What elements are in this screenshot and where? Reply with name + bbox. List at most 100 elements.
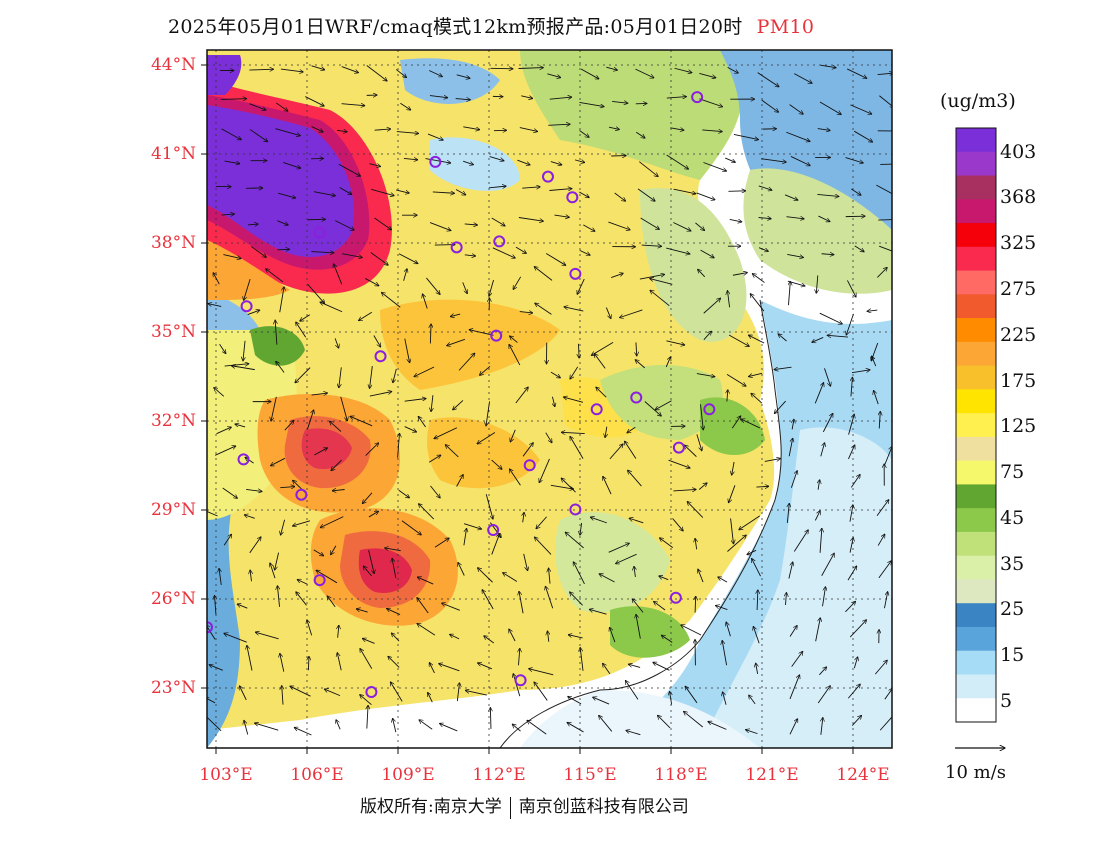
wind-arrow: [884, 592, 887, 609]
wind-arrow: [684, 445, 697, 457]
wind-arrow: [567, 722, 584, 733]
wind-arrow: [644, 401, 661, 417]
wind-arrow: [884, 688, 892, 700]
wind-arrow: [509, 344, 521, 366]
footer-separator: [509, 796, 511, 819]
wind-arrow: [368, 511, 379, 518]
wind-arrow: [373, 335, 381, 346]
wind-arrow: [789, 719, 798, 735]
wind-arrow: [739, 515, 761, 530]
wind-arrow: [360, 649, 373, 669]
wind-arrow: [489, 156, 504, 161]
wind-arrow: [545, 432, 552, 443]
legend-label-325: 325: [1000, 232, 1037, 254]
wind-arrow: [284, 420, 294, 431]
wind-arrow: [463, 523, 481, 529]
wind-arrow: [534, 682, 548, 701]
wind-arrow: [577, 278, 585, 294]
wind-arrow: [456, 475, 464, 487]
wind-arrow: [513, 674, 521, 697]
wind-arrow: [509, 469, 521, 486]
wind-arrow: [756, 663, 758, 674]
wind-arrow: [290, 686, 311, 697]
wind-arrow: [221, 214, 235, 215]
wind-arrow: [523, 553, 528, 571]
wind-arrow: [727, 66, 739, 73]
wind-arrow: [579, 130, 590, 138]
colorbar-bin: [956, 151, 996, 177]
colorbar-bin: [956, 246, 996, 272]
wind-arrow: [726, 622, 731, 637]
wind-arrow: [729, 219, 742, 221]
wind-arrow: [510, 336, 518, 343]
wind-arrow: [606, 66, 617, 70]
wind-arrow: [280, 68, 303, 72]
wind-arrow: [788, 562, 793, 579]
wind-arrow: [395, 189, 409, 193]
wind-arrow: [884, 446, 892, 465]
wind-arrow: [280, 487, 294, 488]
wind-arrow: [249, 537, 261, 554]
wind-arrow: [244, 279, 251, 300]
wind-arrow: [338, 625, 339, 638]
wind-arrow: [404, 399, 426, 402]
wind-arrow: [231, 366, 255, 371]
wind-arrow: [335, 220, 354, 230]
wind-arrow: [568, 696, 582, 705]
legend-label-368: 368: [1000, 186, 1037, 208]
wind-arrow: [699, 98, 722, 107]
wind-arrow: [401, 520, 421, 535]
city-marker: [590, 403, 603, 416]
wind-arrow: [503, 573, 518, 582]
wind-arrow: [428, 693, 433, 703]
wind-arrow: [822, 587, 826, 607]
colorbar-bin: [956, 650, 996, 675]
wind-arrow: [308, 656, 309, 671]
wind-arrow: [393, 368, 397, 383]
wind-arrow: [666, 247, 690, 254]
wind-arrow: [748, 335, 765, 344]
wind-arrow: [603, 476, 612, 495]
wind-arrow: [331, 545, 337, 555]
city-marker: [240, 300, 253, 313]
wind-arrow: [708, 722, 727, 730]
wind-arrow: [579, 191, 589, 198]
wind-arrow: [513, 276, 522, 290]
wind-arrow: [277, 249, 289, 250]
wind-arrow: [490, 68, 512, 69]
wind-arrow: [874, 390, 879, 405]
colorbar-bin: [956, 436, 996, 462]
wind-arrow: [250, 570, 251, 582]
wind-arrow: [819, 101, 841, 114]
wind-arrow: [249, 103, 266, 110]
wind-arrow: [877, 267, 887, 278]
wind-arrow: [445, 445, 459, 458]
wind-arrow: [846, 313, 854, 335]
wind-arrow: [223, 534, 231, 546]
wind-arrow: [429, 70, 442, 77]
legend-label-25: 25: [1000, 598, 1025, 620]
city-marker: [450, 241, 463, 254]
wind-arrow: [636, 614, 641, 639]
wind-arrow: [518, 648, 519, 666]
wind-arrow: [359, 311, 373, 320]
wind-arrow: [628, 664, 641, 668]
wind-arrow: [249, 69, 273, 70]
colorbar-bin: [956, 199, 996, 224]
wind-arrow: [519, 127, 538, 132]
wind-arrow: [635, 360, 646, 369]
wind-arrow: [666, 97, 687, 98]
wind-arrow: [594, 354, 606, 369]
wind-arrow: [430, 485, 440, 498]
wind-arrow: [732, 461, 734, 475]
wind-arrow: [307, 410, 313, 430]
wind-arrow: [695, 538, 697, 550]
wind-arrow: [224, 633, 247, 643]
wind-arrow: [276, 361, 285, 373]
wind-arrow: [725, 157, 735, 162]
map-field: [207, 50, 892, 748]
wind-arrow: [700, 404, 704, 429]
wind-arrow: [794, 73, 812, 84]
wind-arrow: [609, 444, 623, 460]
